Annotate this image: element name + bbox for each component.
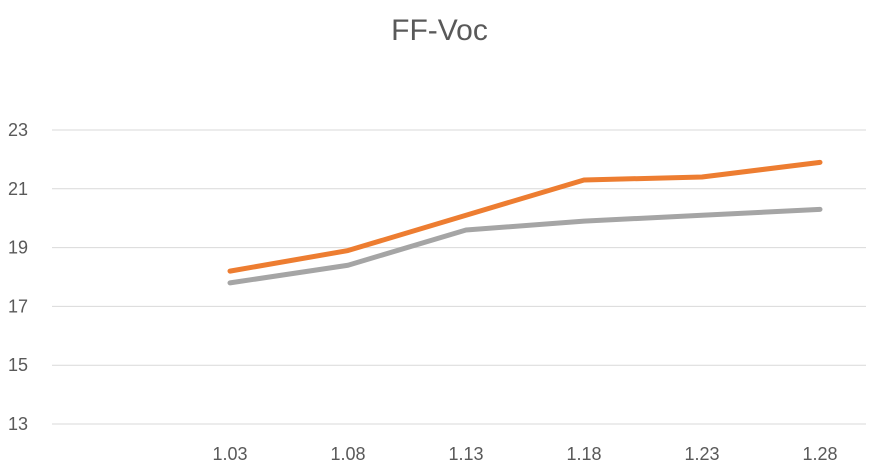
y-tick-label: 13 <box>8 414 28 434</box>
chart-title: FF-Voc <box>391 14 488 47</box>
series-lines <box>227 159 823 286</box>
x-tick-label: 1.13 <box>448 444 483 464</box>
x-tick-label: 1.03 <box>212 444 247 464</box>
y-tick-label: 15 <box>8 355 28 375</box>
y-axis-tick-labels: 13 15 17 19 21 23 <box>8 120 28 434</box>
x-tick-label: 1.18 <box>566 444 601 464</box>
series-line-2 <box>227 206 823 286</box>
x-axis-tick-labels: 1.03 1.08 1.13 1.18 1.23 1.28 <box>212 444 837 464</box>
x-tick-label: 1.23 <box>684 444 719 464</box>
y-tick-label: 21 <box>8 179 28 199</box>
gridlines <box>52 129 866 425</box>
y-tick-label: 17 <box>8 296 28 316</box>
y-tick-label: 19 <box>8 238 28 258</box>
x-tick-label: 1.28 <box>802 444 837 464</box>
x-tick-label: 1.08 <box>330 444 365 464</box>
series-line-1 <box>227 159 823 274</box>
y-tick-label: 23 <box>8 120 28 140</box>
